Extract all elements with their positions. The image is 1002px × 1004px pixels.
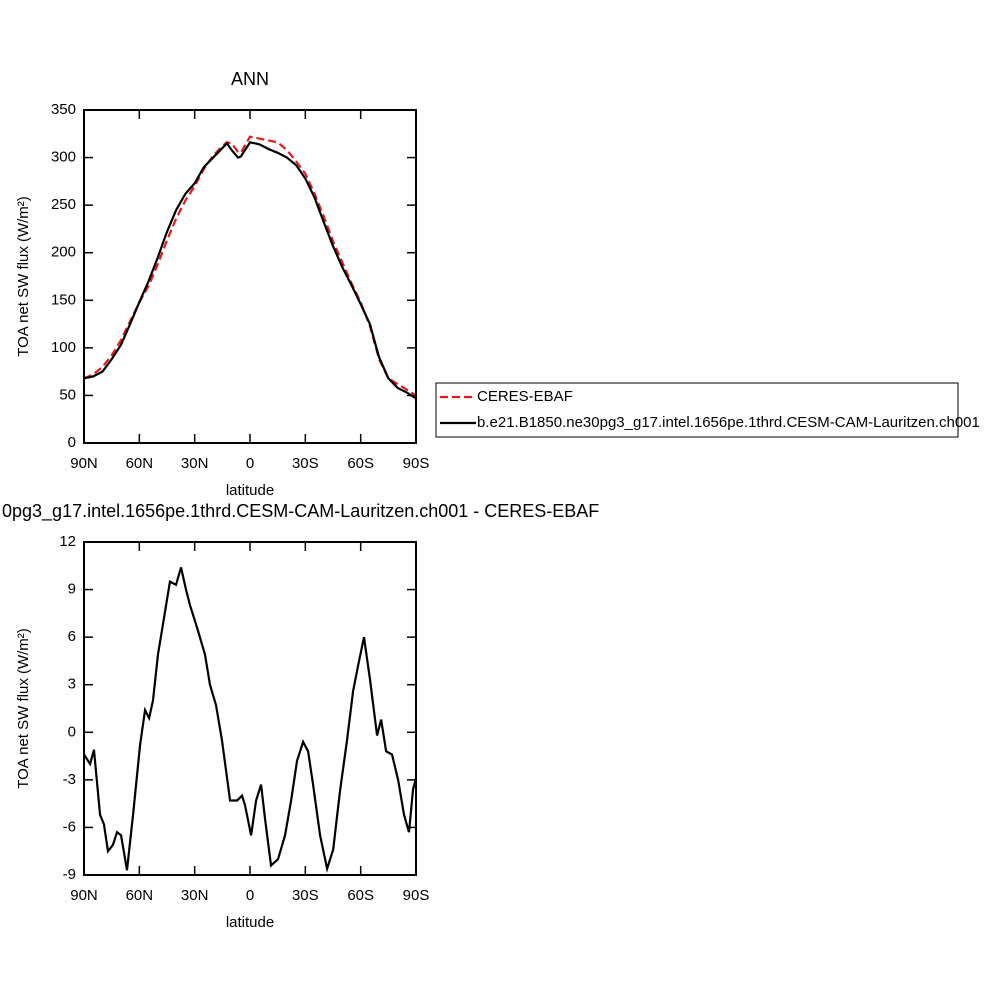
chart-title: 0pg3_g17.intel.1656pe.1thrd.CESM-CAM-Lau… (2, 501, 599, 522)
y-tick-label: 250 (51, 196, 76, 213)
y-tick-label: 12 (59, 533, 76, 550)
x-tick-label: 90S (403, 455, 430, 472)
y-axis-label: TOA net SW flux (W/m²) (15, 628, 32, 789)
y-tick-label: 200 (51, 244, 76, 261)
x-tick-label: 90N (70, 887, 98, 904)
x-tick-label: 0 (246, 887, 254, 904)
y-tick-label: 3 (68, 676, 76, 693)
y-axis-label: TOA net SW flux (W/m²) (15, 196, 32, 357)
y-tick-label: 50 (59, 386, 76, 403)
data-line (83, 567, 418, 873)
y-tick-label: 100 (51, 339, 76, 356)
plot-frame (83, 109, 417, 444)
x-tick-label: 30S (292, 887, 319, 904)
chart-title: ANN (231, 69, 269, 89)
plot-frame (83, 541, 417, 876)
x-tick-label: 60S (347, 887, 374, 904)
data-line (83, 135, 417, 397)
x-tick-label: 30N (181, 455, 209, 472)
x-tick-label: 30S (292, 455, 319, 472)
y-tick-label: 350 (51, 101, 76, 118)
y-tick-label: 300 (51, 149, 76, 166)
legend-label: CERES-EBAF (477, 388, 573, 405)
legend-box (435, 382, 959, 438)
y-tick-label: 0 (68, 723, 76, 740)
x-tick-label: 90N (70, 455, 98, 472)
y-tick-label: 9 (68, 581, 76, 598)
x-tick-label: 60N (126, 887, 154, 904)
x-tick-label: 60S (347, 455, 374, 472)
y-tick-label: -3 (63, 771, 76, 788)
y-tick-label: -6 (63, 818, 76, 835)
y-tick-label: 150 (51, 291, 76, 308)
y-tick-label: -9 (63, 866, 76, 883)
legend-label: b.e21.B1850.ne30pg3_g17.intel.1656pe.1th… (477, 414, 980, 431)
x-tick-label: 90S (403, 887, 430, 904)
x-tick-label: 0 (246, 455, 254, 472)
y-tick-label: 6 (68, 628, 76, 645)
x-tick-label: 60N (126, 455, 154, 472)
x-tick-label: 30N (181, 887, 209, 904)
x-axis-label: latitude (226, 482, 274, 499)
data-line (83, 141, 417, 400)
x-axis-label: latitude (226, 914, 274, 931)
y-tick-label: 0 (68, 434, 76, 451)
